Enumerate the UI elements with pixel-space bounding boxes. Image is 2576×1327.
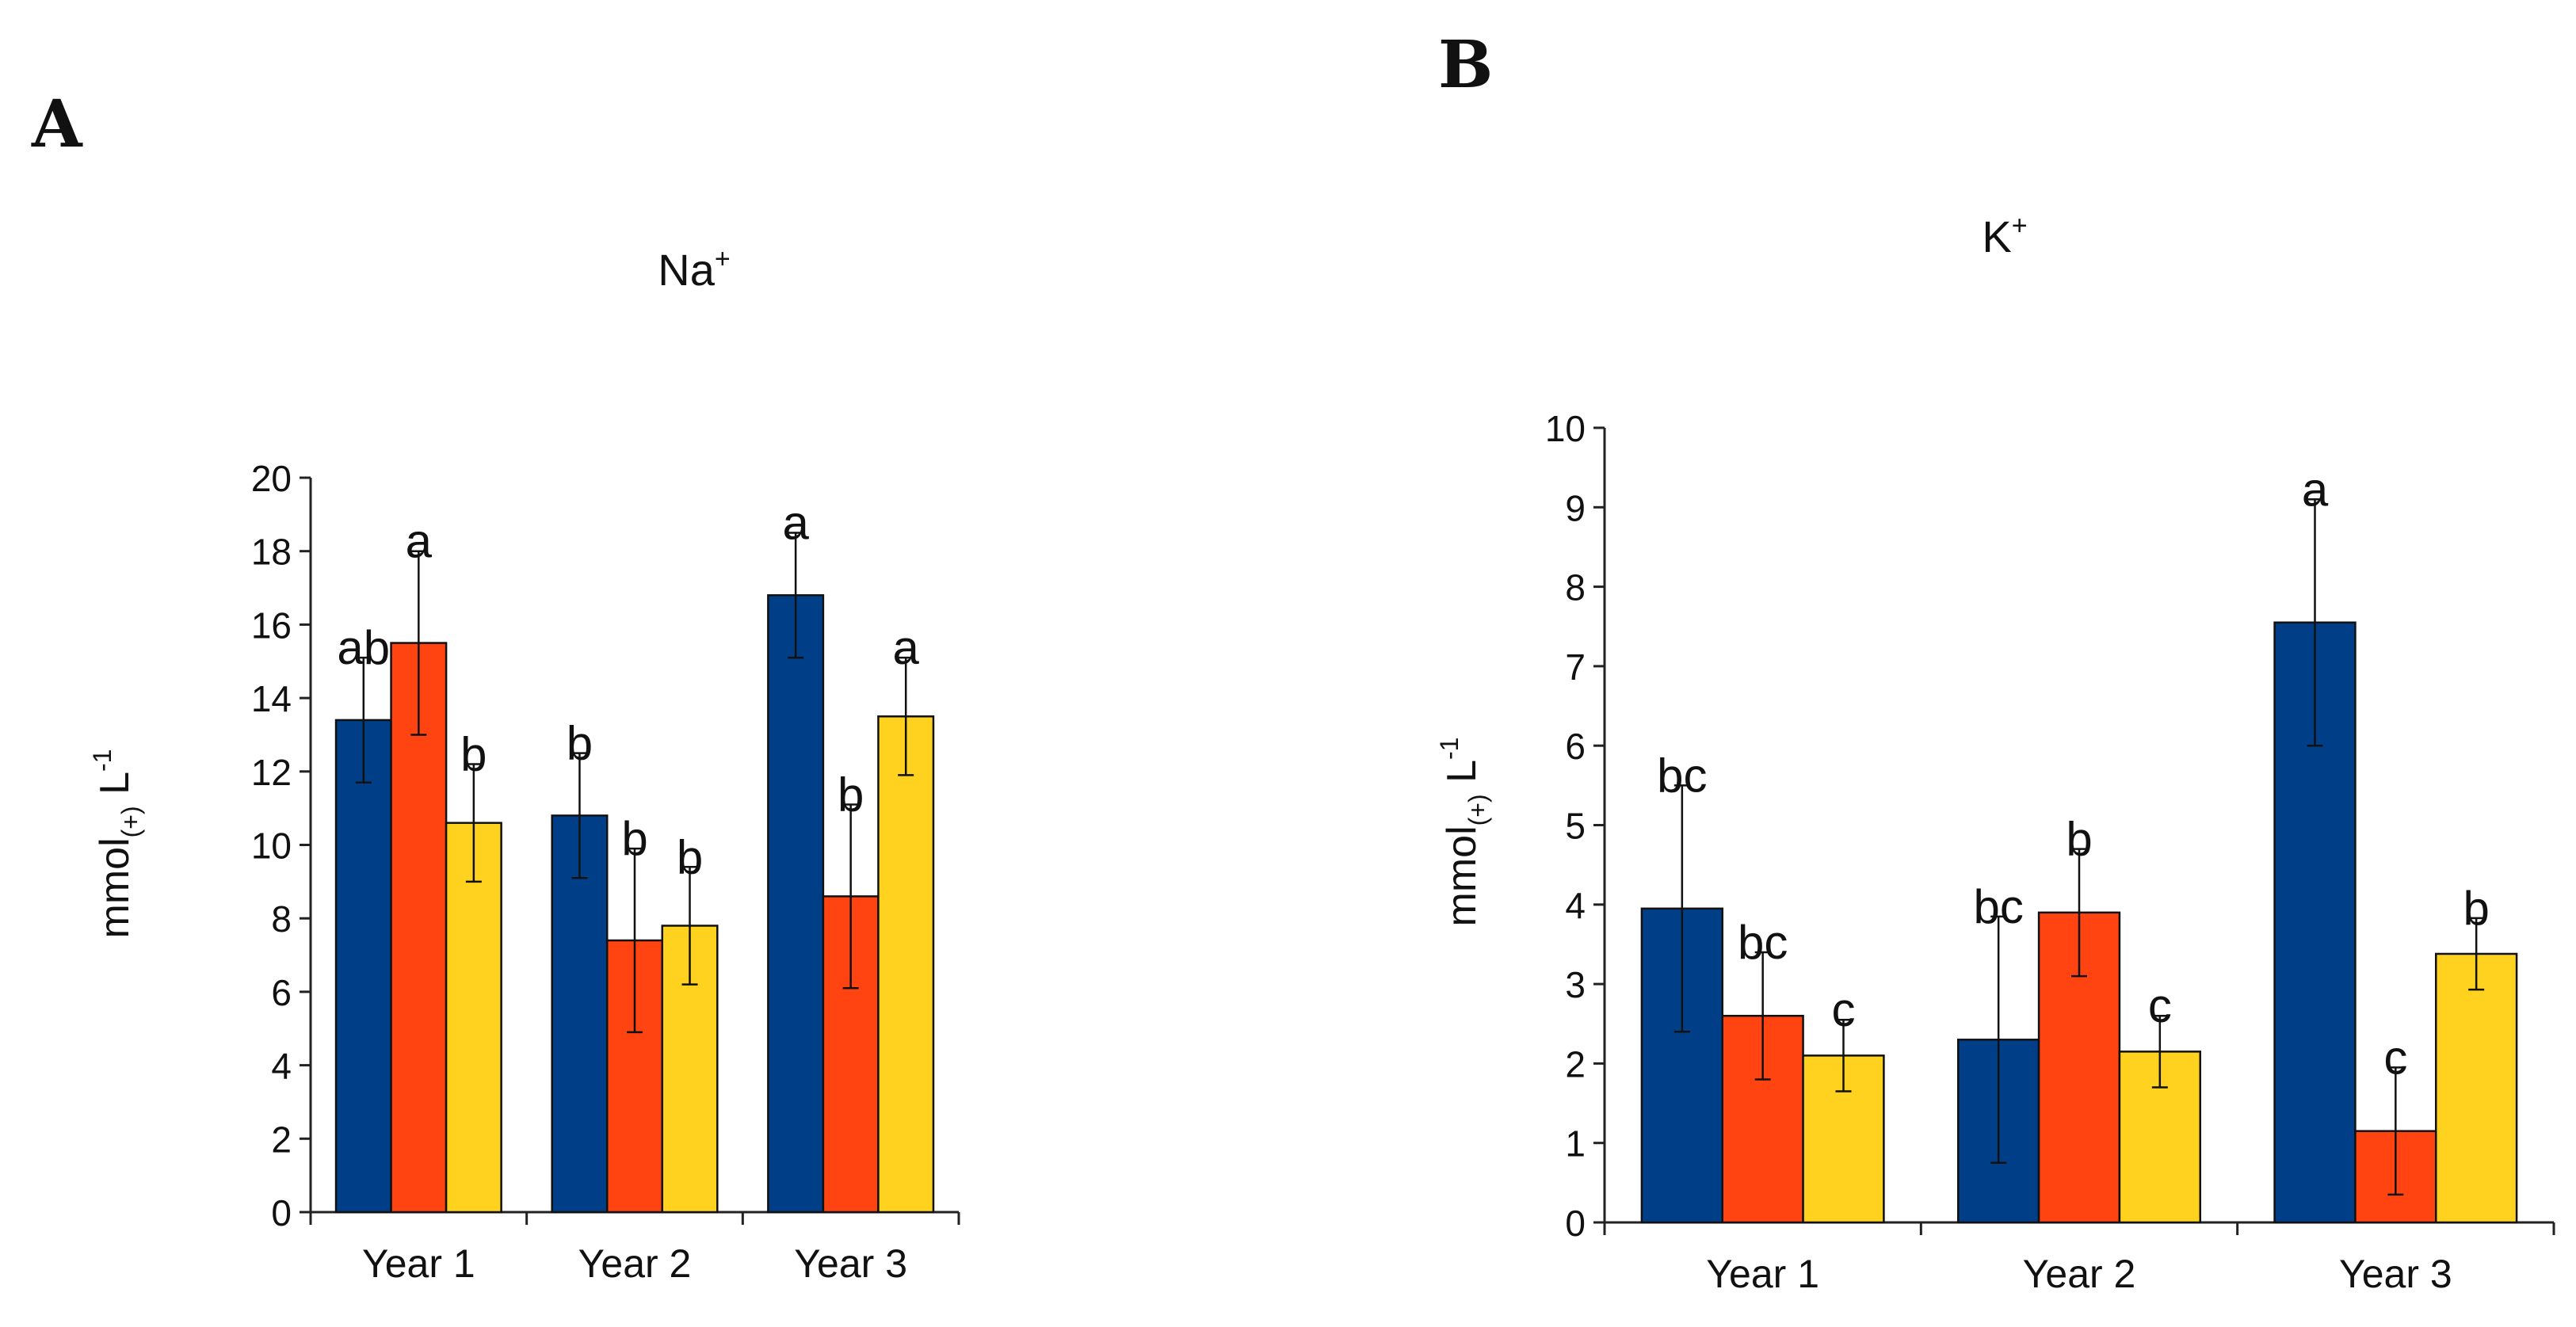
y-tick-label: 3 xyxy=(1565,964,1586,1005)
chart-title: K+ xyxy=(1982,211,2027,261)
significance-letter: ab xyxy=(337,621,390,674)
significance-letter: bc xyxy=(1738,916,1788,969)
significance-letter: b xyxy=(677,830,703,883)
y-tick-label: 4 xyxy=(271,1046,292,1087)
y-tick-label: 12 xyxy=(251,752,292,793)
bar xyxy=(551,814,609,1214)
significance-letter: a xyxy=(2302,463,2329,516)
panel-letter: B xyxy=(1438,27,1493,103)
bar xyxy=(334,719,392,1214)
significance-letter: b xyxy=(2066,813,2092,866)
y-tick-label: 7 xyxy=(1565,646,1586,688)
x-category-label: Year 1 xyxy=(1706,1252,1819,1296)
significance-letter: b xyxy=(2463,882,2489,935)
y-tick-label: 14 xyxy=(251,678,292,719)
y-tick-label: 16 xyxy=(251,604,292,646)
bar xyxy=(767,594,825,1214)
y-tick-label: 8 xyxy=(271,898,292,940)
y-tick-label: 6 xyxy=(271,972,292,1013)
bar xyxy=(445,822,502,1214)
y-tick-label: 8 xyxy=(1565,567,1586,608)
significance-letter: a xyxy=(782,497,809,550)
significance-letter: b xyxy=(567,717,593,770)
chart-title: Na+ xyxy=(658,244,730,295)
y-tick-label: 5 xyxy=(1565,806,1586,847)
panel-letter: A xyxy=(31,86,83,162)
y-tick-label: 1 xyxy=(1565,1123,1586,1165)
y-tick-label: 2 xyxy=(1565,1043,1586,1085)
significance-letter: b xyxy=(838,768,864,822)
y-tick-label: 10 xyxy=(251,826,292,867)
significance-letter: c xyxy=(2148,979,2172,1032)
bar xyxy=(2434,952,2518,1224)
x-category-label: Year 3 xyxy=(794,1241,907,1286)
significance-letter: b xyxy=(621,812,647,865)
y-tick-label: 2 xyxy=(271,1119,292,1160)
bar xyxy=(390,642,448,1214)
x-category-label: Year 2 xyxy=(578,1241,692,1286)
significance-letter: bc xyxy=(1657,749,1707,802)
significance-letter: bc xyxy=(1973,880,2023,933)
y-tick-label: 20 xyxy=(251,458,292,499)
significance-letter: b xyxy=(460,728,487,781)
y-axis-label: mmol(+) L-1 xyxy=(1435,738,1492,927)
significance-letter: c xyxy=(2383,1031,2407,1084)
y-tick-label: 0 xyxy=(1565,1203,1586,1244)
significance-letter: c xyxy=(1831,983,1855,1036)
significance-letter: a xyxy=(406,515,433,568)
x-category-label: Year 1 xyxy=(362,1241,475,1286)
y-tick-label: 9 xyxy=(1565,487,1586,528)
y-tick-label: 6 xyxy=(1565,726,1586,767)
y-axis-label: mmol(+) L-1 xyxy=(88,749,145,939)
y-tick-label: 4 xyxy=(1565,885,1586,926)
x-category-label: Year 2 xyxy=(2023,1252,2136,1296)
y-tick-label: 10 xyxy=(1545,408,1586,449)
y-tick-label: 0 xyxy=(271,1192,292,1234)
x-category-label: Year 3 xyxy=(2339,1252,2452,1296)
bar xyxy=(877,715,935,1214)
significance-letter: a xyxy=(893,621,920,674)
y-tick-label: 18 xyxy=(251,532,292,573)
